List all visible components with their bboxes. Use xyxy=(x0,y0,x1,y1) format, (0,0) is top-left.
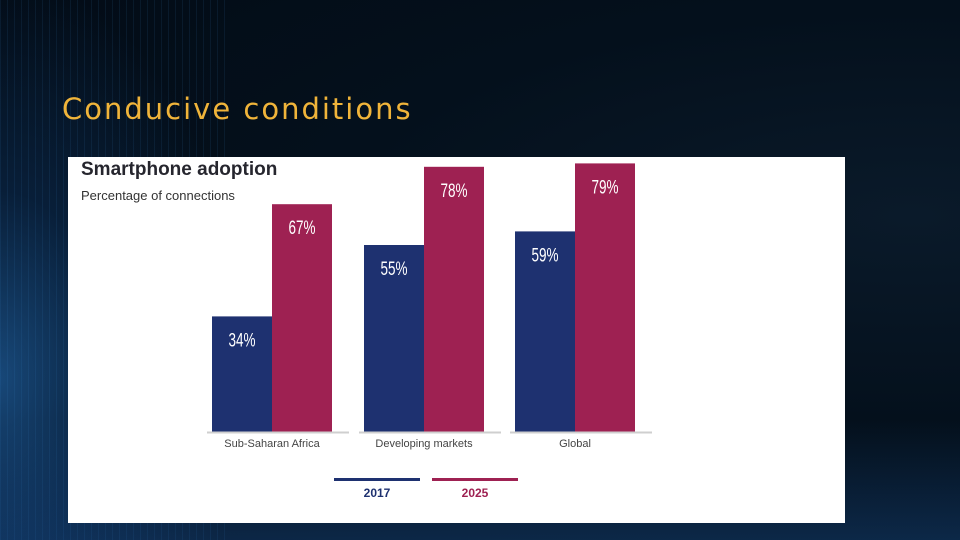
slide-title: Conducive conditions xyxy=(62,92,413,126)
bar-value-label: 78% xyxy=(441,181,468,202)
bar-2017-developing-markets xyxy=(364,245,424,432)
bar-chart: 34% 67% Sub-Saharan Africa 55% 78% Developing… xyxy=(207,163,652,500)
bar-value-label: 55% xyxy=(381,259,408,280)
legend-swatch-2025 xyxy=(432,478,518,481)
chart-title: Smartphone adoption xyxy=(81,159,278,180)
legend-label-2025: 2025 xyxy=(462,486,489,500)
bar-value-label: 34% xyxy=(229,330,256,351)
bar-2017-global xyxy=(515,231,575,432)
bar-2025-sub-saharan-africa xyxy=(272,204,332,432)
category-label: Developing markets xyxy=(375,438,473,450)
category-label: Sub-Saharan Africa xyxy=(224,438,320,450)
category-label: Global xyxy=(559,438,591,450)
chart-subtitle: Percentage of connections xyxy=(81,188,235,203)
bar-value-label: 79% xyxy=(592,177,619,198)
bar-value-label: 67% xyxy=(289,218,316,239)
bar-2017-sub-saharan-africa xyxy=(212,316,272,432)
chart-panel: Smartphone adoption Percentage of connec… xyxy=(68,157,845,523)
bar-2025-developing-markets xyxy=(424,166,484,433)
bar-2025-global xyxy=(575,163,635,432)
legend-swatch-2017 xyxy=(334,478,420,481)
bar-value-label: 59% xyxy=(532,245,559,266)
legend-label-2017: 2017 xyxy=(364,486,391,500)
